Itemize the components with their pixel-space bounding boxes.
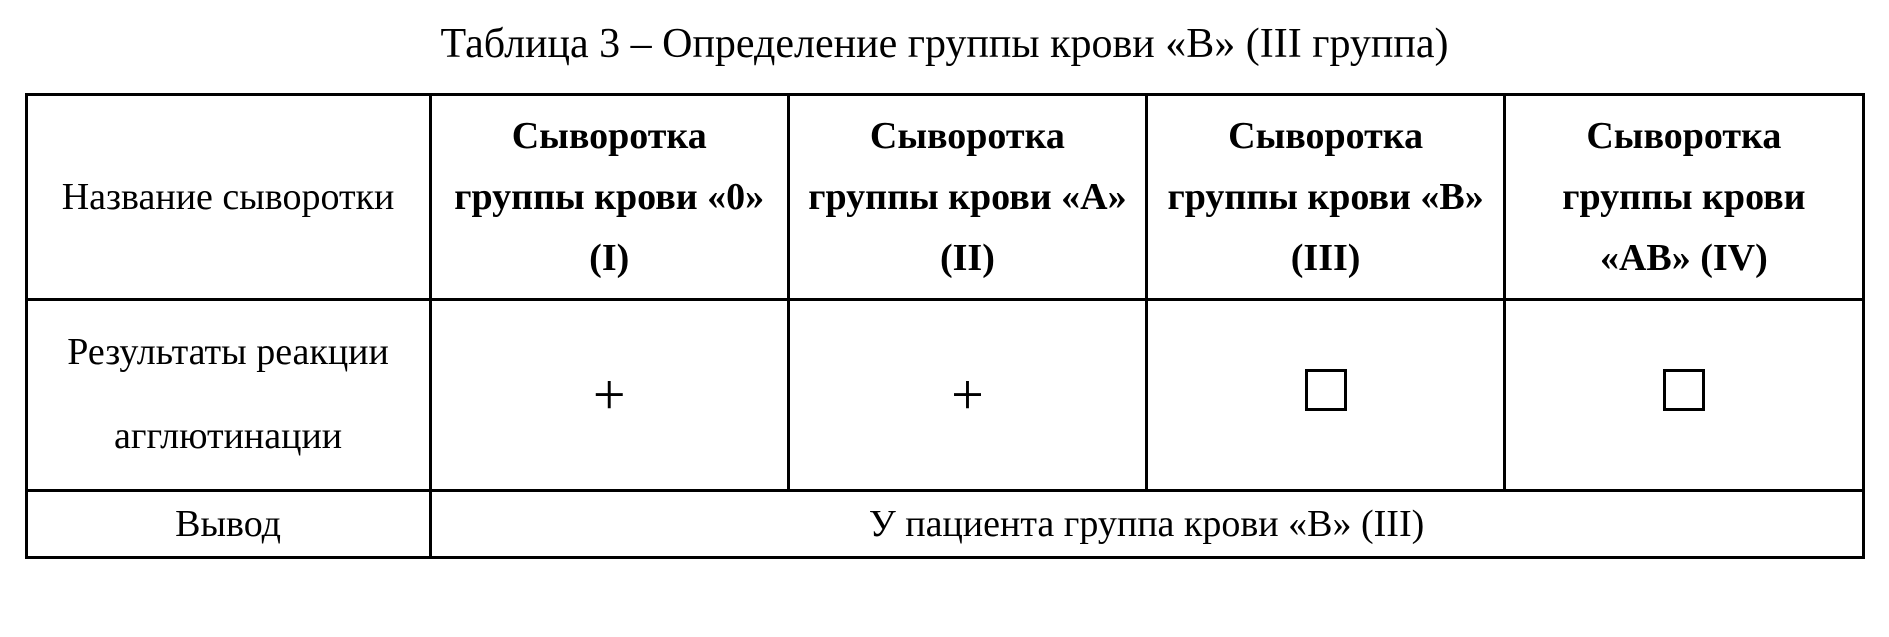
table-header-row: Название сыворотки Сыворотка группы кров… bbox=[26, 95, 1863, 300]
result-cell-ab bbox=[1505, 300, 1863, 490]
result-cell-b bbox=[1147, 300, 1505, 490]
table-title: Таблица 3 – Определение группы крови «В»… bbox=[441, 20, 1449, 68]
conclusion-label: Вывод bbox=[26, 490, 430, 557]
table-conclusion-row: Вывод У пациента группа крови «В» (III) bbox=[26, 490, 1863, 557]
box-icon bbox=[1663, 369, 1705, 411]
plus-icon: + bbox=[593, 362, 626, 427]
header-name: Название сыворотки bbox=[26, 95, 430, 300]
table-results-row: Результаты реакции агглютинации + + bbox=[26, 300, 1863, 490]
conclusion-text: У пациента группа крови «В» (III) bbox=[430, 490, 1863, 557]
box-icon bbox=[1305, 369, 1347, 411]
plus-icon: + bbox=[951, 362, 984, 427]
results-label: Результаты реакции агглютинации bbox=[26, 300, 430, 490]
header-serum-a: Сыворотка группы крови «А» (II) bbox=[788, 95, 1146, 300]
header-serum-ab: Сыворотка группы крови «АВ» (IV) bbox=[1505, 95, 1863, 300]
result-cell-a: + bbox=[788, 300, 1146, 490]
result-cell-0: + bbox=[430, 300, 788, 490]
blood-type-table: Название сыворотки Сыворотка группы кров… bbox=[25, 93, 1865, 559]
header-serum-b: Сыворотка группы крови «В» (III) bbox=[1147, 95, 1505, 300]
header-serum-0: Сыворотка группы крови «0» (I) bbox=[430, 95, 788, 300]
